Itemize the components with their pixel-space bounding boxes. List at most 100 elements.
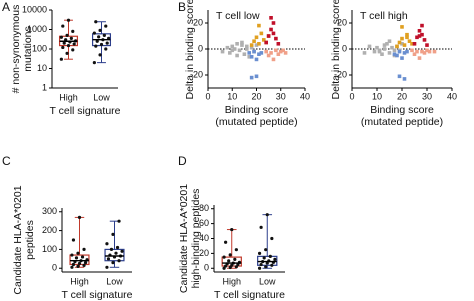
data-point (390, 45, 394, 50)
x-tick-label: 30 (276, 91, 286, 101)
y-tick-label: 1000 (27, 24, 47, 34)
data-point (269, 27, 273, 32)
data-point (407, 39, 412, 43)
data-point (266, 34, 271, 38)
data-point (65, 33, 69, 37)
data-point (227, 259, 231, 263)
chart-title: T cell low (216, 10, 260, 22)
x-axis-label: T cell signature (214, 289, 285, 301)
data-point (95, 39, 99, 43)
data-point (71, 29, 75, 33)
data-point (220, 49, 225, 54)
data-point (254, 57, 259, 62)
data-point (385, 42, 389, 46)
x-tick-label: 40 (447, 91, 457, 101)
x-axis-label: Binding score (370, 104, 434, 116)
data-point (257, 266, 262, 270)
data-point (261, 38, 266, 42)
data-point (83, 260, 88, 265)
x-tick-label: High (70, 276, 89, 286)
data-point (415, 35, 419, 40)
y-tick-label: 60 (199, 218, 209, 228)
y-tick-label: 0 (52, 263, 57, 273)
data-point (102, 33, 106, 37)
data-point (66, 43, 71, 48)
data-point (74, 256, 79, 260)
data-point (422, 38, 427, 42)
data-point (270, 263, 274, 267)
data-point (65, 51, 69, 55)
y-tick-label: 20 (199, 248, 209, 258)
data-point (259, 51, 264, 55)
data-point (117, 259, 121, 263)
data-point (225, 45, 230, 50)
data-point (120, 249, 124, 253)
y-axis-label: peptides (24, 220, 36, 260)
data-point (264, 265, 268, 269)
data-point (72, 42, 76, 46)
y-tick-label: 10 (37, 63, 47, 73)
y-tick-label: 20 (193, 17, 203, 27)
x-axis-label: (mutated peptide) (361, 116, 443, 128)
chart-title: T cell high (360, 10, 408, 22)
data-point (278, 49, 283, 54)
data-point (114, 251, 118, 255)
data-point (98, 28, 102, 32)
data-point (269, 16, 273, 20)
data-point (235, 53, 239, 58)
box (104, 248, 125, 262)
data-point (270, 236, 274, 241)
data-point (247, 51, 252, 55)
data-point (234, 265, 238, 269)
y-tick-label: 100 (42, 244, 57, 254)
data-point (362, 51, 367, 55)
y-axis-label: Candidate HLA-A*0201 (178, 184, 190, 293)
data-point (104, 47, 108, 51)
data-point (115, 245, 120, 250)
data-point (283, 51, 288, 55)
panel-label: A (2, 0, 10, 14)
data-point (222, 255, 226, 259)
data-point (70, 265, 74, 269)
data-point (422, 51, 427, 55)
data-point (252, 39, 256, 43)
data-point (367, 44, 372, 49)
data-point (405, 49, 409, 54)
y-tick-label: -20 (190, 69, 203, 79)
data-point (410, 42, 414, 46)
data-point (392, 48, 397, 53)
y-axis-label: high-binding peptides (190, 189, 202, 289)
data-point (271, 31, 276, 36)
data-point (104, 24, 108, 28)
data-point (61, 45, 65, 50)
data-point (82, 263, 86, 268)
data-point (76, 264, 80, 268)
data-point (264, 40, 268, 45)
data-point (397, 74, 402, 79)
x-tick-label: High (59, 92, 78, 102)
data-point (254, 35, 259, 40)
data-point (106, 257, 111, 261)
data-point (265, 213, 269, 217)
data-point (252, 49, 256, 54)
data-point (427, 49, 432, 54)
x-axis-label: T cell signature (49, 105, 120, 117)
panel-label: D (178, 154, 187, 168)
data-point (117, 219, 121, 223)
data-point (375, 45, 379, 50)
data-point (76, 251, 80, 255)
y-tick-label: 10000 (22, 4, 47, 14)
data-point (274, 36, 278, 41)
data-point (92, 61, 96, 65)
data-point (425, 43, 429, 47)
data-point (259, 262, 263, 267)
data-point (228, 253, 232, 257)
data-point (247, 55, 252, 59)
data-point (273, 257, 277, 261)
data-point (420, 49, 424, 54)
data-point (240, 40, 244, 45)
data-point (377, 49, 382, 54)
data-point (224, 264, 228, 268)
data-point (380, 52, 384, 56)
